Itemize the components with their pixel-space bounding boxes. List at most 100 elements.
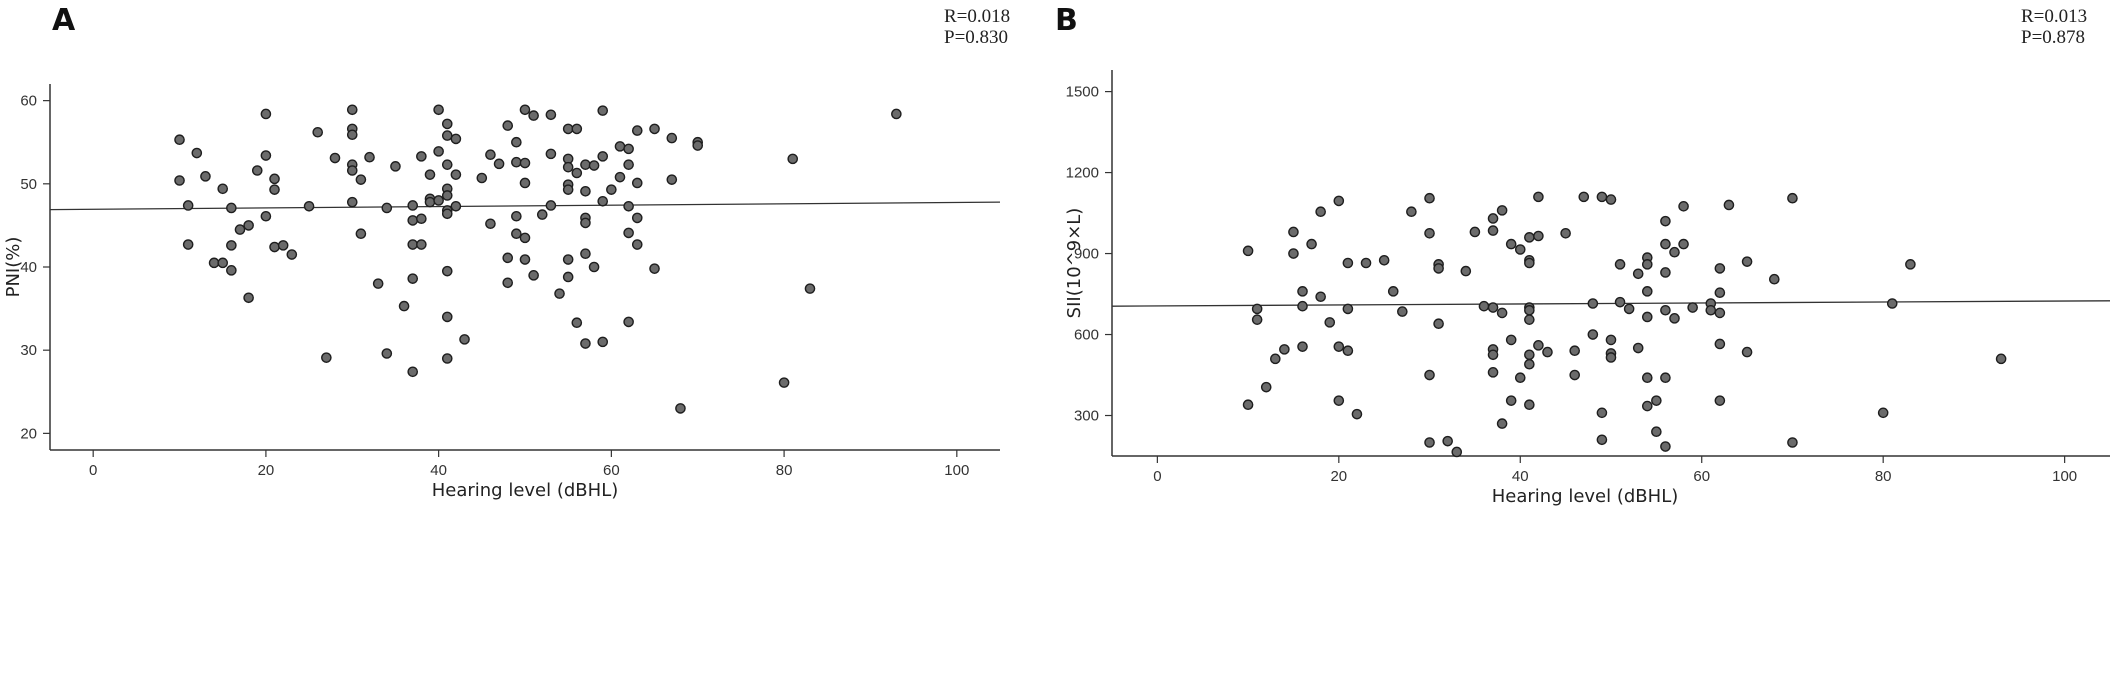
data-point-a [441,118,453,130]
data-point-a [493,158,505,170]
data-point-a [614,171,626,183]
data-point-a [424,169,436,180]
data-point-a [511,136,522,148]
data-point-a [260,108,272,120]
panel-letter-a: A [52,3,76,38]
data-point-b [1596,407,1608,419]
data-point-a [355,228,367,240]
points-a [174,104,902,414]
data-point-b [1660,372,1671,384]
data-point-b [1514,372,1526,384]
x-tick-label-a: 60 [603,462,620,479]
data-point-a [381,348,393,359]
data-point-a [580,217,591,229]
data-point-a [355,174,367,185]
data-point-a [182,239,194,250]
data-point-b [1741,346,1753,358]
data-point-b [1524,358,1535,370]
data-point-a [623,200,634,212]
data-point-a [562,161,574,173]
data-point-b [1714,307,1726,319]
y-tick-label-b: 1500 [1066,84,1099,101]
data-point-a [528,270,539,281]
data-point-a [346,165,358,176]
data-point-a [346,129,358,141]
data-point-b [1242,245,1254,257]
data-point-a [606,184,617,195]
data-point-b [1242,399,1254,411]
data-point-b [1424,192,1435,204]
data-point-a [407,366,419,378]
data-point-a [597,195,609,207]
data-point-a [597,336,609,348]
data-point-a [545,148,557,160]
data-point-a [441,190,453,201]
data-point-b [1678,201,1689,212]
data-point-b [1614,296,1626,308]
data-point-a [217,257,229,269]
data-point-a [226,202,237,214]
data-point-a [536,209,548,220]
data-point-b [1487,302,1499,313]
data-point-b [1605,334,1617,346]
data-point-a [441,353,453,364]
data-point-b [1297,300,1308,312]
data-point-a [614,141,626,152]
y-axis-title-b: SII(10^9×L) [1064,208,1085,319]
data-point-a [597,151,609,162]
data-point-b [1387,286,1399,297]
x-tick-label-b: 80 [1875,468,1892,485]
y-tick-label-a: 60 [20,93,37,110]
data-point-a [269,173,280,185]
data-point-b [1496,205,1508,216]
data-point-a [554,288,565,299]
data-point-b [1623,303,1635,315]
data-point-a [450,133,462,145]
y-tick-label-a: 40 [20,259,37,276]
y-tick-label-b: 1200 [1066,165,1099,182]
data-point-b [1533,340,1544,351]
data-point-b [1306,238,1317,250]
data-point-a [381,202,393,214]
data-point-b [1315,206,1326,218]
y-tick-label-b: 300 [1074,408,1099,425]
data-point-b [1505,334,1517,346]
panel-letter-b: B [1055,3,1078,38]
data-point-a [545,109,557,121]
data-point-a [580,186,591,197]
x-tick-label-b: 0 [1153,468,1161,485]
data-point-a [424,196,436,208]
data-point-a [623,159,634,170]
data-point-b [1605,352,1617,363]
data-point-b [1569,369,1581,381]
data-point-b [1560,228,1571,239]
data-point-a [441,265,453,277]
data-point-b [1605,194,1617,205]
data-point-a [623,143,634,155]
data-point-a [441,159,453,170]
data-point-a [459,334,470,345]
data-point-a [364,151,375,163]
data-point-b [1424,369,1435,381]
data-point-b [1433,263,1444,274]
data-point-a [511,156,522,168]
data-point-b [1505,238,1517,250]
data-point-b [1288,226,1299,238]
data-point-a [519,157,531,169]
data-point-a [597,105,609,116]
data-point-b [1533,191,1544,203]
data-point-b [1433,318,1444,330]
data-point-b [1378,255,1390,266]
data-point-a [485,218,496,230]
data-point-a [441,311,453,323]
data-point-b [1641,286,1653,297]
data-point-a [329,152,341,164]
data-point-a [217,183,229,195]
stat-p-a: P=0.830 [944,27,1008,48]
data-point-a [226,240,237,251]
data-point-a [519,177,531,189]
data-point-a [200,171,211,182]
data-point-b [1660,304,1671,316]
data-point-a [269,241,280,253]
data-point-b [1542,346,1553,358]
